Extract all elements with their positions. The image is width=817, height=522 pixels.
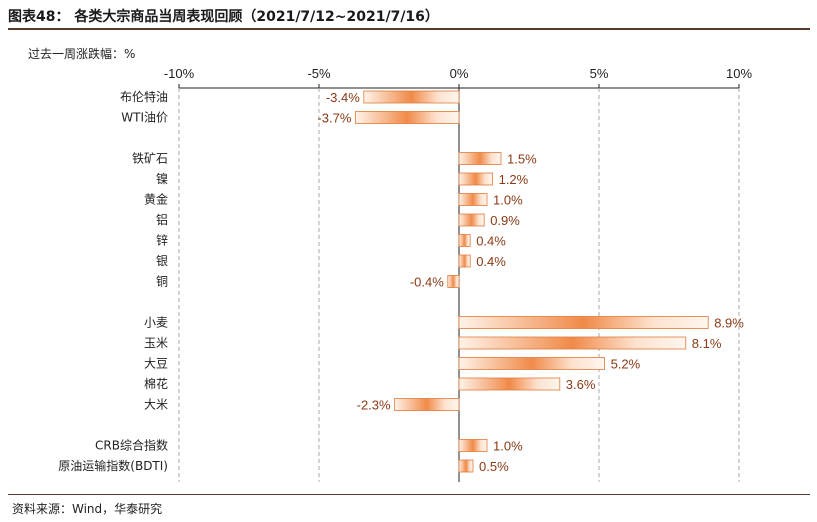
bar bbox=[458, 152, 502, 165]
category-label: 原油运输指数(BDTI) bbox=[58, 458, 168, 473]
data-label: 1.0% bbox=[493, 439, 523, 454]
x-tick-label: 10% bbox=[726, 66, 752, 81]
x-tick-label: -10% bbox=[164, 66, 195, 81]
category-label: 铝 bbox=[156, 212, 168, 227]
x-tick-label: 5% bbox=[590, 66, 609, 81]
data-label: -2.3% bbox=[357, 398, 391, 413]
data-label: 5.2% bbox=[611, 357, 641, 372]
bar bbox=[458, 172, 493, 186]
bar bbox=[458, 336, 687, 350]
bar bbox=[458, 254, 471, 268]
bar bbox=[458, 459, 474, 473]
bar bbox=[354, 111, 460, 124]
category-label: 布伦特油 bbox=[120, 89, 168, 104]
category-label: 锌 bbox=[156, 234, 168, 248]
bar bbox=[458, 439, 488, 452]
bar bbox=[447, 275, 460, 288]
category-label: 小麦 bbox=[144, 316, 168, 330]
data-label: 8.9% bbox=[714, 316, 744, 331]
category-label: 镍 bbox=[156, 172, 168, 186]
category-label: 黄金 bbox=[144, 192, 168, 207]
category-label: 玉米 bbox=[144, 336, 168, 350]
category-label: 棉花 bbox=[144, 376, 168, 391]
bar bbox=[458, 213, 485, 227]
data-label: 0.9% bbox=[490, 213, 520, 228]
category-label: 大米 bbox=[144, 398, 168, 412]
bar bbox=[458, 377, 561, 391]
bar bbox=[458, 316, 709, 329]
source-note: 资料来源：Wind，华泰研究 bbox=[12, 502, 163, 516]
category-label: 铁矿石 bbox=[132, 152, 168, 166]
title-rule bbox=[8, 28, 810, 30]
data-label: -3.4% bbox=[326, 90, 360, 105]
x-tick-label: -5% bbox=[307, 66, 331, 81]
y-axis-label: 过去一周涨跌幅：% bbox=[28, 46, 135, 61]
data-label: 8.1% bbox=[692, 336, 722, 351]
category-label: 银 bbox=[156, 254, 168, 268]
chart-title: 图表48： 各类大宗商品当周表现回顾（2021/7/12~2021/7/16） bbox=[8, 9, 439, 25]
data-label: 3.6% bbox=[566, 377, 596, 392]
category-label: WTI油价 bbox=[121, 111, 168, 125]
category-label: CRB综合指数 bbox=[95, 438, 168, 453]
data-label: 0.5% bbox=[479, 459, 509, 474]
data-label: -3.7% bbox=[317, 111, 351, 126]
category-label: 铜 bbox=[156, 274, 168, 289]
bar bbox=[458, 234, 471, 247]
data-label: 0.4% bbox=[476, 234, 506, 249]
bar bbox=[458, 193, 488, 206]
bar bbox=[363, 90, 460, 104]
category-label: 大豆 bbox=[144, 357, 168, 371]
data-label: 1.0% bbox=[493, 193, 523, 208]
data-label: -0.4% bbox=[410, 275, 444, 290]
x-tick-label: 0% bbox=[450, 66, 469, 81]
bar bbox=[394, 398, 460, 411]
data-label: 1.5% bbox=[507, 152, 537, 167]
data-label: 1.2% bbox=[499, 172, 529, 187]
bar bbox=[458, 357, 606, 370]
source-rule bbox=[8, 494, 810, 495]
data-label: 0.4% bbox=[476, 254, 506, 269]
